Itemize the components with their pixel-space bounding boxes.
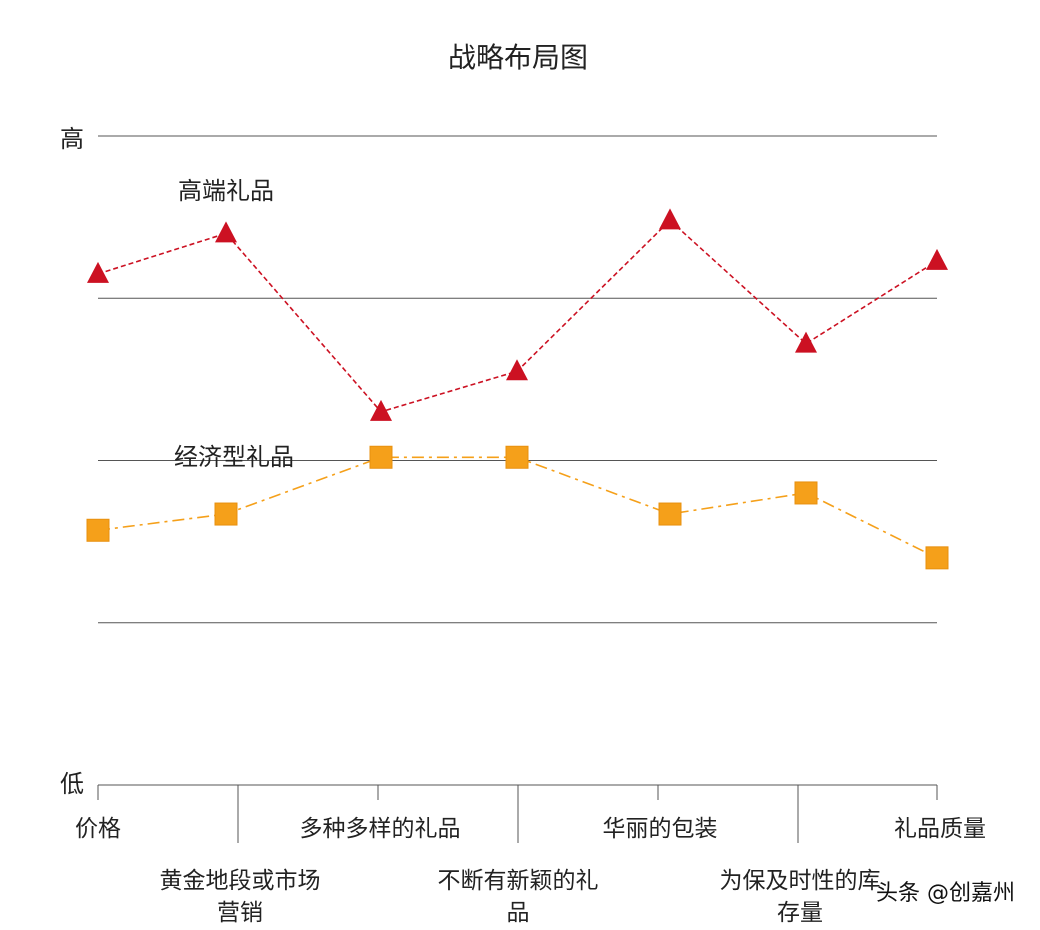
marker-triangle bbox=[795, 331, 817, 353]
marker-triangle bbox=[506, 359, 528, 381]
marker-square bbox=[369, 445, 393, 469]
x-axis-label: 黄金地段或市场 bbox=[160, 868, 321, 894]
marker-square bbox=[505, 445, 529, 469]
y-axis-top-label: 高 bbox=[60, 125, 84, 153]
x-axis-label: 存量 bbox=[777, 900, 823, 926]
marker-triangle bbox=[370, 399, 392, 421]
marker-square bbox=[214, 502, 238, 526]
y-axis-bottom-label: 低 bbox=[60, 770, 84, 798]
x-axis-label: 品 bbox=[507, 900, 530, 926]
series-label-economy: 经济型礼品 bbox=[174, 443, 294, 471]
series-markers bbox=[86, 208, 949, 570]
series-line-0 bbox=[97, 219, 938, 413]
marker-triangle bbox=[659, 208, 681, 230]
chart-title: 战略布局图 bbox=[448, 41, 588, 74]
marker-triangle bbox=[926, 248, 948, 270]
x-axis-label: 华丽的包装 bbox=[603, 816, 718, 842]
x-axis-label: 礼品质量 bbox=[894, 816, 986, 842]
watermark: 头条 @创嘉州 bbox=[876, 881, 1015, 906]
marker-square bbox=[925, 546, 949, 570]
x-axis-label: 多种多样的礼品 bbox=[300, 816, 461, 842]
gridlines bbox=[98, 135, 937, 624]
marker-triangle bbox=[87, 261, 109, 283]
x-axis-label: 价格 bbox=[75, 816, 121, 842]
marker-square bbox=[658, 502, 682, 526]
x-axis-label: 不断有新颖的礼 bbox=[438, 868, 599, 894]
marker-square bbox=[794, 481, 818, 505]
marker-square bbox=[86, 518, 110, 542]
x-axis-label: 为保及时性的库 bbox=[720, 868, 881, 894]
marker-triangle bbox=[215, 221, 237, 243]
x-axis-label: 营销 bbox=[217, 900, 263, 926]
series-label-high-end: 高端礼品 bbox=[178, 177, 274, 205]
x-axis bbox=[97, 784, 938, 843]
